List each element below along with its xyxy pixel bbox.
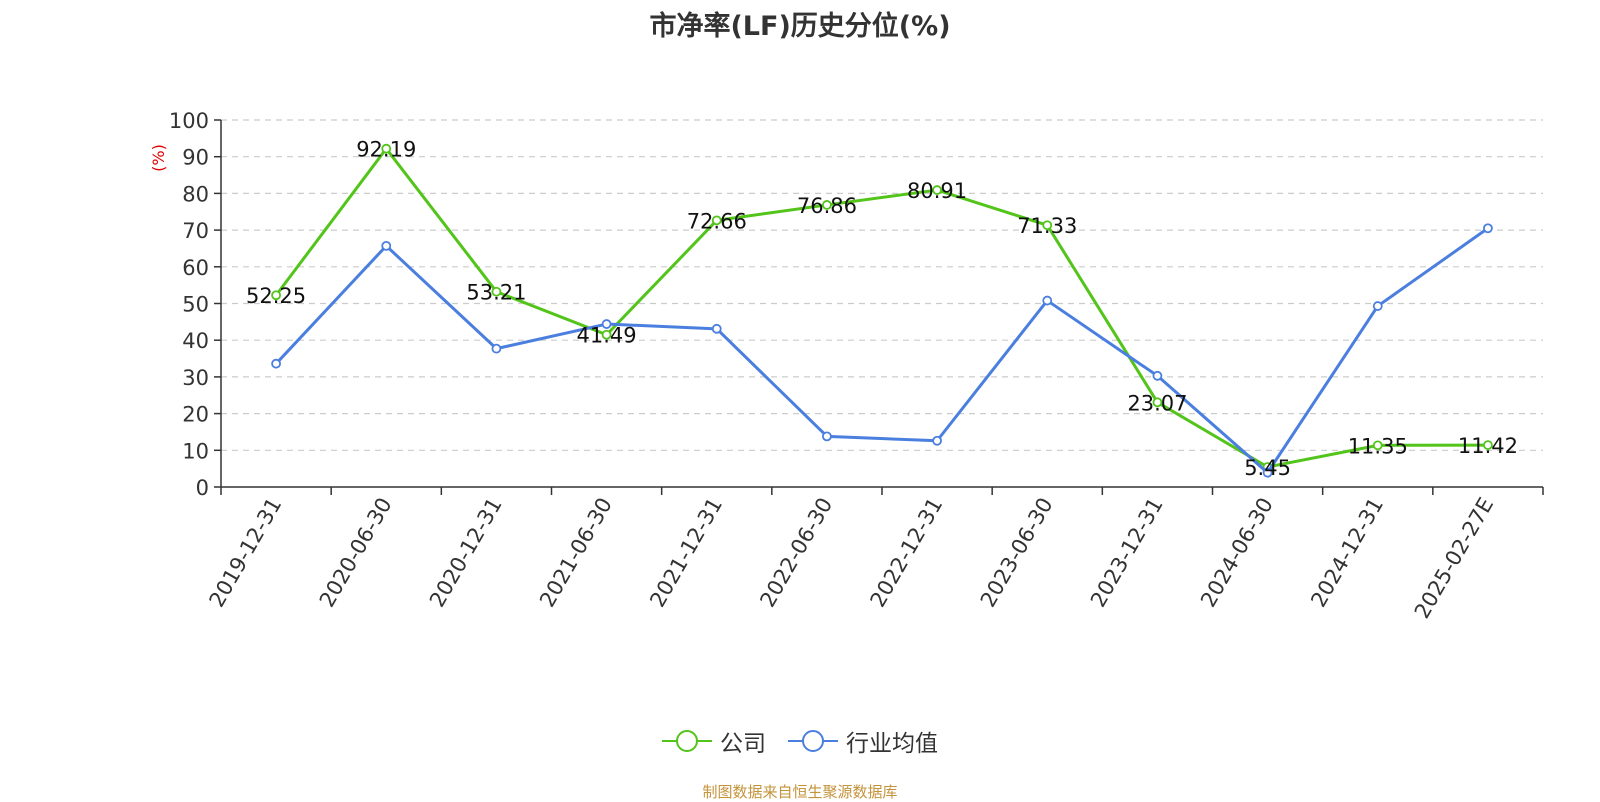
data-label: 53.21 — [466, 281, 526, 305]
data-point[interactable] — [1152, 370, 1163, 381]
data-point[interactable] — [932, 185, 942, 195]
legend: 公司 行业均值 — [0, 724, 1600, 758]
y-tick-label: 70 — [182, 219, 209, 243]
legend-label: 行业均值 — [846, 731, 938, 757]
y-tick-label: 60 — [182, 256, 209, 280]
y-tick-label: 80 — [182, 182, 209, 206]
x-tick-label: 2019-12-31 — [205, 494, 287, 612]
data-point[interactable] — [1042, 220, 1053, 231]
x-tick-label: 2021-12-31 — [645, 494, 727, 612]
x-tick-label: 2024-12-31 — [1306, 494, 1388, 612]
chart-title: 市净率(LF)历史分位(%) — [649, 11, 951, 42]
data-point[interactable] — [1152, 397, 1163, 408]
source-note: 制图数据来自恒生聚源数据库 — [702, 783, 898, 801]
data-label: 92.19 — [356, 138, 416, 162]
data-label: 71.33 — [1017, 214, 1077, 238]
data-point[interactable] — [1262, 467, 1273, 478]
data-point[interactable] — [491, 286, 502, 297]
x-tick-label: 2023-06-30 — [976, 494, 1058, 612]
legend-item[interactable]: 公司 — [662, 724, 766, 758]
x-tick-label: 2023-12-31 — [1086, 494, 1168, 612]
x-tick-label: 2021-06-30 — [535, 494, 617, 612]
data-label: 11.35 — [1348, 434, 1408, 458]
x-tick-label: 2020-12-31 — [425, 494, 507, 612]
data-point[interactable] — [271, 290, 281, 301]
series-layer — [271, 143, 1493, 478]
data-point[interactable] — [822, 431, 832, 442]
data-point[interactable] — [601, 319, 612, 329]
legend-marker-icon — [662, 730, 712, 752]
data-point[interactable] — [1042, 295, 1053, 306]
data-label: 52.25 — [246, 284, 306, 308]
data-point[interactable] — [932, 435, 942, 446]
data-point[interactable] — [1483, 223, 1493, 234]
series-line — [274, 147, 1488, 469]
data-point[interactable] — [1372, 440, 1383, 451]
data-point[interactable] — [1483, 440, 1493, 450]
series-line — [274, 227, 1489, 475]
data-label: 11.42 — [1458, 434, 1518, 458]
data-label: 80.91 — [907, 179, 967, 203]
y-tick-label: 10 — [182, 439, 209, 463]
grid-lines — [221, 119, 1543, 451]
x-tick-label: 2020-06-30 — [315, 494, 397, 612]
data-point[interactable] — [491, 343, 502, 354]
x-tick-label: 2022-06-30 — [755, 494, 837, 612]
x-tick-label: 2025-02-27E — [1410, 494, 1498, 623]
x-tick-label: 2024-06-30 — [1196, 494, 1278, 612]
data-label: 76.86 — [797, 194, 857, 218]
y-tick-label: 50 — [182, 293, 209, 317]
data-point[interactable] — [1372, 301, 1383, 311]
legend-item[interactable]: 行业均值 — [788, 724, 938, 758]
legend-marker-icon — [788, 730, 838, 752]
y-axis-label: (%) — [149, 144, 168, 172]
legend-label: 公司 — [720, 731, 766, 757]
data-point[interactable] — [381, 143, 392, 154]
y-tick-label: 90 — [182, 146, 209, 170]
y-tick-label: 20 — [182, 403, 209, 427]
data-label: 23.07 — [1127, 391, 1187, 415]
data-label: 5.45 — [1244, 456, 1291, 480]
y-tick-label: 100 — [169, 109, 209, 133]
data-label: 41.49 — [577, 324, 637, 348]
data-label: 72.66 — [687, 209, 747, 233]
data-labels: 52.25 92.19 53.21 41.49 72.66 76.86 80.91 71.33… — [246, 138, 1518, 480]
y-tick-label: 0 — [196, 476, 209, 500]
data-point[interactable] — [381, 240, 392, 251]
data-point[interactable] — [711, 215, 722, 226]
data-point[interactable] — [601, 329, 612, 340]
x-tick-label: 2022-12-31 — [866, 494, 948, 612]
y-tick-label: 30 — [182, 366, 209, 390]
y-tick-label: 40 — [182, 329, 209, 353]
data-point[interactable] — [271, 358, 281, 369]
data-point[interactable] — [711, 323, 722, 334]
data-point[interactable] — [822, 200, 832, 210]
